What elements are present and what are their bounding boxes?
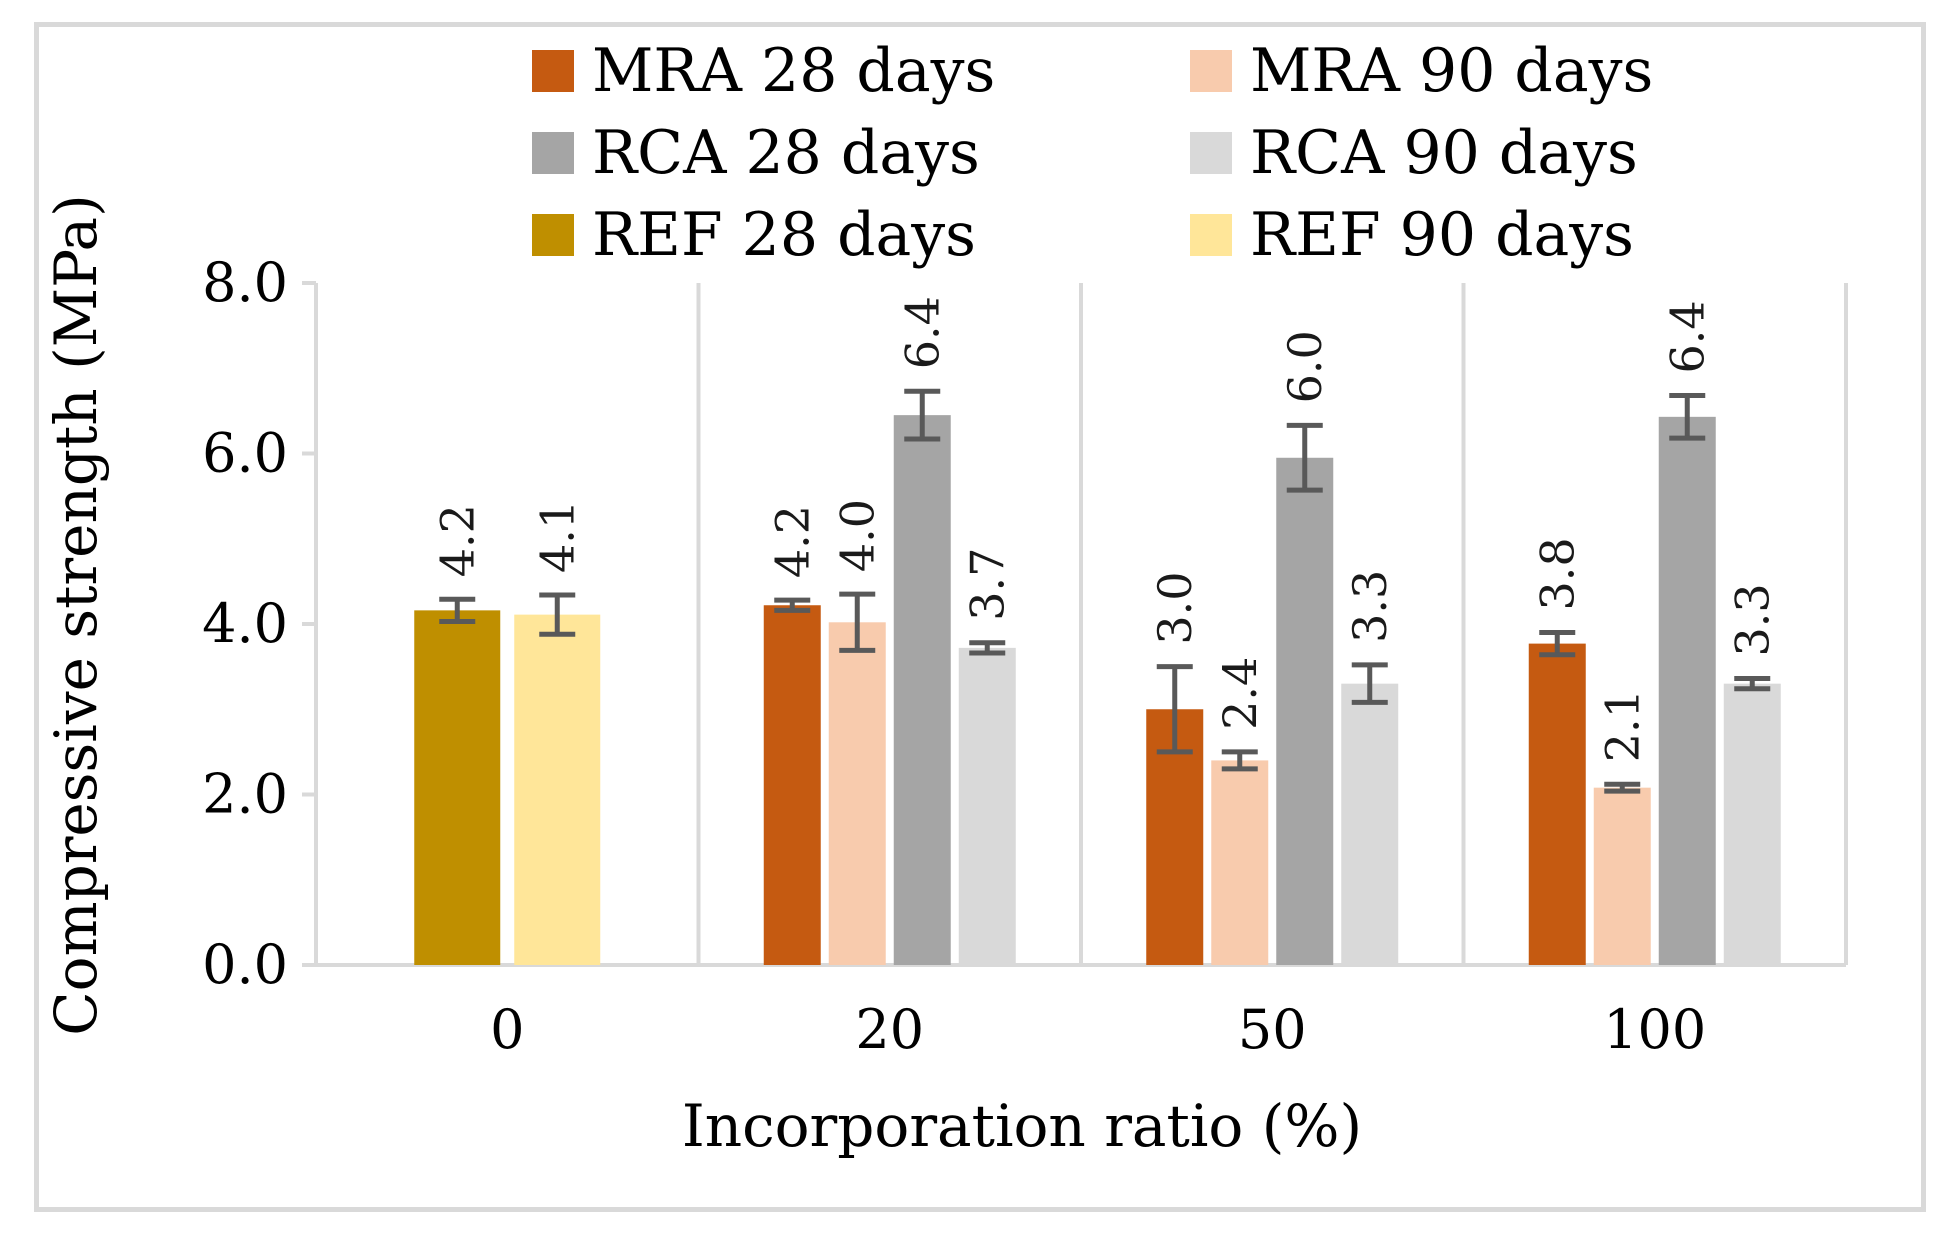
bars — [414, 415, 1781, 965]
x-axis-ticks: 0 20 50 100 — [490, 998, 1706, 1061]
legend-label: REF 90 days — [1250, 200, 1634, 270]
legend-swatch — [532, 214, 574, 256]
bar — [828, 622, 886, 965]
bar — [958, 647, 1016, 965]
legend-label: MRA 28 days — [592, 36, 995, 106]
chart-frame — [34, 22, 1926, 1212]
legend-label: REF 28 days — [592, 200, 976, 270]
data-label: 4.2 — [765, 505, 819, 578]
y-tick-label: 6.0 — [202, 422, 288, 485]
x-axis-title: Incorporation ratio (%) — [682, 1092, 1362, 1160]
bar — [1276, 457, 1334, 965]
bar — [1341, 683, 1399, 965]
y-axis-title: Compressive strength (MPa) — [42, 194, 110, 1035]
data-labels: 4.2 4.1 4.2 4.06.43.7 3.02.46.03.3 3.82.16.43… — [430, 296, 1779, 762]
legend: MRA 28 days MRA 90 days RCA 28 days RCA 90 … — [532, 36, 1653, 270]
bar — [893, 415, 951, 965]
data-label: 6.0 — [1278, 330, 1332, 403]
bar — [514, 614, 601, 965]
data-label: 3.8 — [1530, 537, 1584, 610]
bar — [1658, 416, 1716, 965]
legend-swatch — [1190, 214, 1232, 256]
legend-label: RCA 28 days — [592, 118, 980, 188]
bar — [1593, 787, 1651, 965]
error-bars — [439, 388, 1771, 794]
data-label: 4.1 — [530, 500, 584, 573]
x-tick-label: 50 — [1238, 998, 1307, 1061]
y-tick-label: 8.0 — [202, 251, 288, 314]
bar — [1528, 643, 1586, 965]
x-tick-label: 100 — [1603, 998, 1706, 1061]
x-tick-label: 0 — [490, 998, 524, 1061]
legend-swatch — [532, 132, 574, 174]
data-label: 6.4 — [895, 296, 949, 369]
y-tick-label: 2.0 — [202, 763, 288, 826]
legend-label: RCA 90 days — [1250, 118, 1638, 188]
data-label: 2.4 — [1213, 657, 1267, 730]
data-label: 3.3 — [1725, 583, 1779, 656]
y-axis-ticks: 0.0 2.0 4.0 6.0 8.0 — [202, 251, 316, 996]
data-label: 3.7 — [960, 548, 1014, 621]
legend-swatch — [1190, 50, 1232, 92]
bar — [414, 610, 501, 965]
y-tick-label: 4.0 — [202, 592, 288, 655]
data-label: 6.4 — [1660, 300, 1714, 373]
data-label: 3.0 — [1148, 571, 1202, 644]
bar — [763, 605, 821, 965]
data-label: 3.3 — [1343, 570, 1397, 643]
legend-swatch — [1190, 132, 1232, 174]
legend-label: MRA 90 days — [1250, 36, 1653, 106]
data-label: 4.0 — [830, 499, 884, 572]
bar — [1211, 760, 1269, 965]
bar — [1723, 683, 1781, 965]
y-tick-label: 0.0 — [202, 933, 288, 996]
data-label: 4.2 — [430, 504, 484, 577]
data-label: 2.1 — [1595, 689, 1649, 762]
legend-swatch — [532, 50, 574, 92]
x-tick-label: 20 — [855, 998, 924, 1061]
